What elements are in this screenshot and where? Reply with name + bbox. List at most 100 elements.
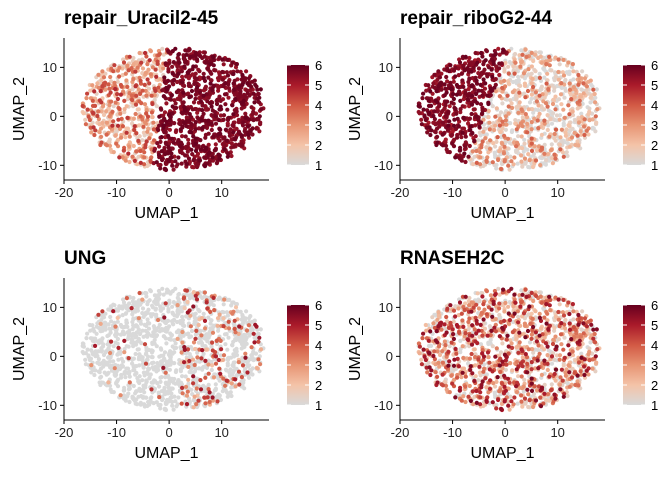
point [210,348,215,353]
point [130,86,135,92]
point [227,133,232,138]
point [180,80,185,85]
point [521,149,526,154]
point [548,117,553,122]
point [220,77,225,82]
point [513,51,518,57]
point [451,68,457,73]
point [180,329,185,335]
point [231,144,236,149]
point [99,338,104,343]
legend-tick-label: 6 [315,298,322,313]
point [89,363,94,368]
point [176,52,181,57]
point [458,350,463,355]
point [497,61,502,66]
point [144,139,149,144]
point [209,121,214,126]
legend-tick-label: 6 [315,58,322,73]
point [168,337,173,342]
point [209,78,214,83]
point [184,124,189,129]
point [126,387,131,392]
point [233,65,239,70]
point [187,352,192,357]
point [490,104,495,109]
point [486,108,491,114]
point [486,340,491,345]
point [216,328,221,333]
point [112,320,117,325]
point [240,363,246,368]
point [239,106,244,111]
point [129,306,134,311]
point [493,77,498,82]
point [525,88,531,94]
point [531,164,536,170]
point [194,386,199,391]
point [100,309,105,314]
panel-4: RNASEH2C-20 -10 0 10-10010UMAP_1UMAP_212345… [347,248,658,462]
points [80,46,266,173]
point [104,109,109,114]
point [94,324,99,329]
point [163,166,168,172]
point [135,347,140,352]
point [164,119,169,124]
point [132,127,137,132]
point [502,69,507,74]
point [179,401,184,406]
point [553,107,558,112]
point [161,52,166,57]
point [253,82,258,87]
point [531,58,536,64]
point [170,403,175,408]
point [582,117,587,122]
point [141,334,146,339]
point [113,86,118,92]
point [488,138,493,143]
point [176,395,181,400]
point [232,318,237,323]
point [256,339,261,344]
x-tick-label: 10 [550,185,564,200]
point [164,341,169,346]
legend-tick-label: 2 [651,138,658,153]
point [216,78,221,83]
point [512,155,517,160]
point [116,117,121,122]
point [213,354,219,359]
point [144,93,149,98]
point [192,315,197,320]
point [505,136,511,141]
point [99,100,104,105]
point [99,134,104,139]
point [104,143,109,148]
point [226,95,231,100]
point [556,97,562,102]
point [146,67,151,72]
point [257,114,262,119]
point [83,117,88,122]
point [469,111,474,117]
legend-tick-label: 5 [651,78,658,93]
point [257,335,262,340]
x-tick-label: -10 [107,185,126,200]
point [131,55,136,61]
x-tick-label: 0 [502,185,509,200]
point [192,394,197,399]
point [532,126,538,131]
point [259,107,264,112]
point [108,314,113,320]
point [203,135,208,140]
point [562,335,567,340]
point [100,84,105,89]
point [225,347,230,352]
point [520,124,525,129]
point [529,148,535,153]
point [525,147,530,152]
point [470,149,475,154]
point [147,81,152,86]
point [569,97,574,102]
point [586,132,591,137]
